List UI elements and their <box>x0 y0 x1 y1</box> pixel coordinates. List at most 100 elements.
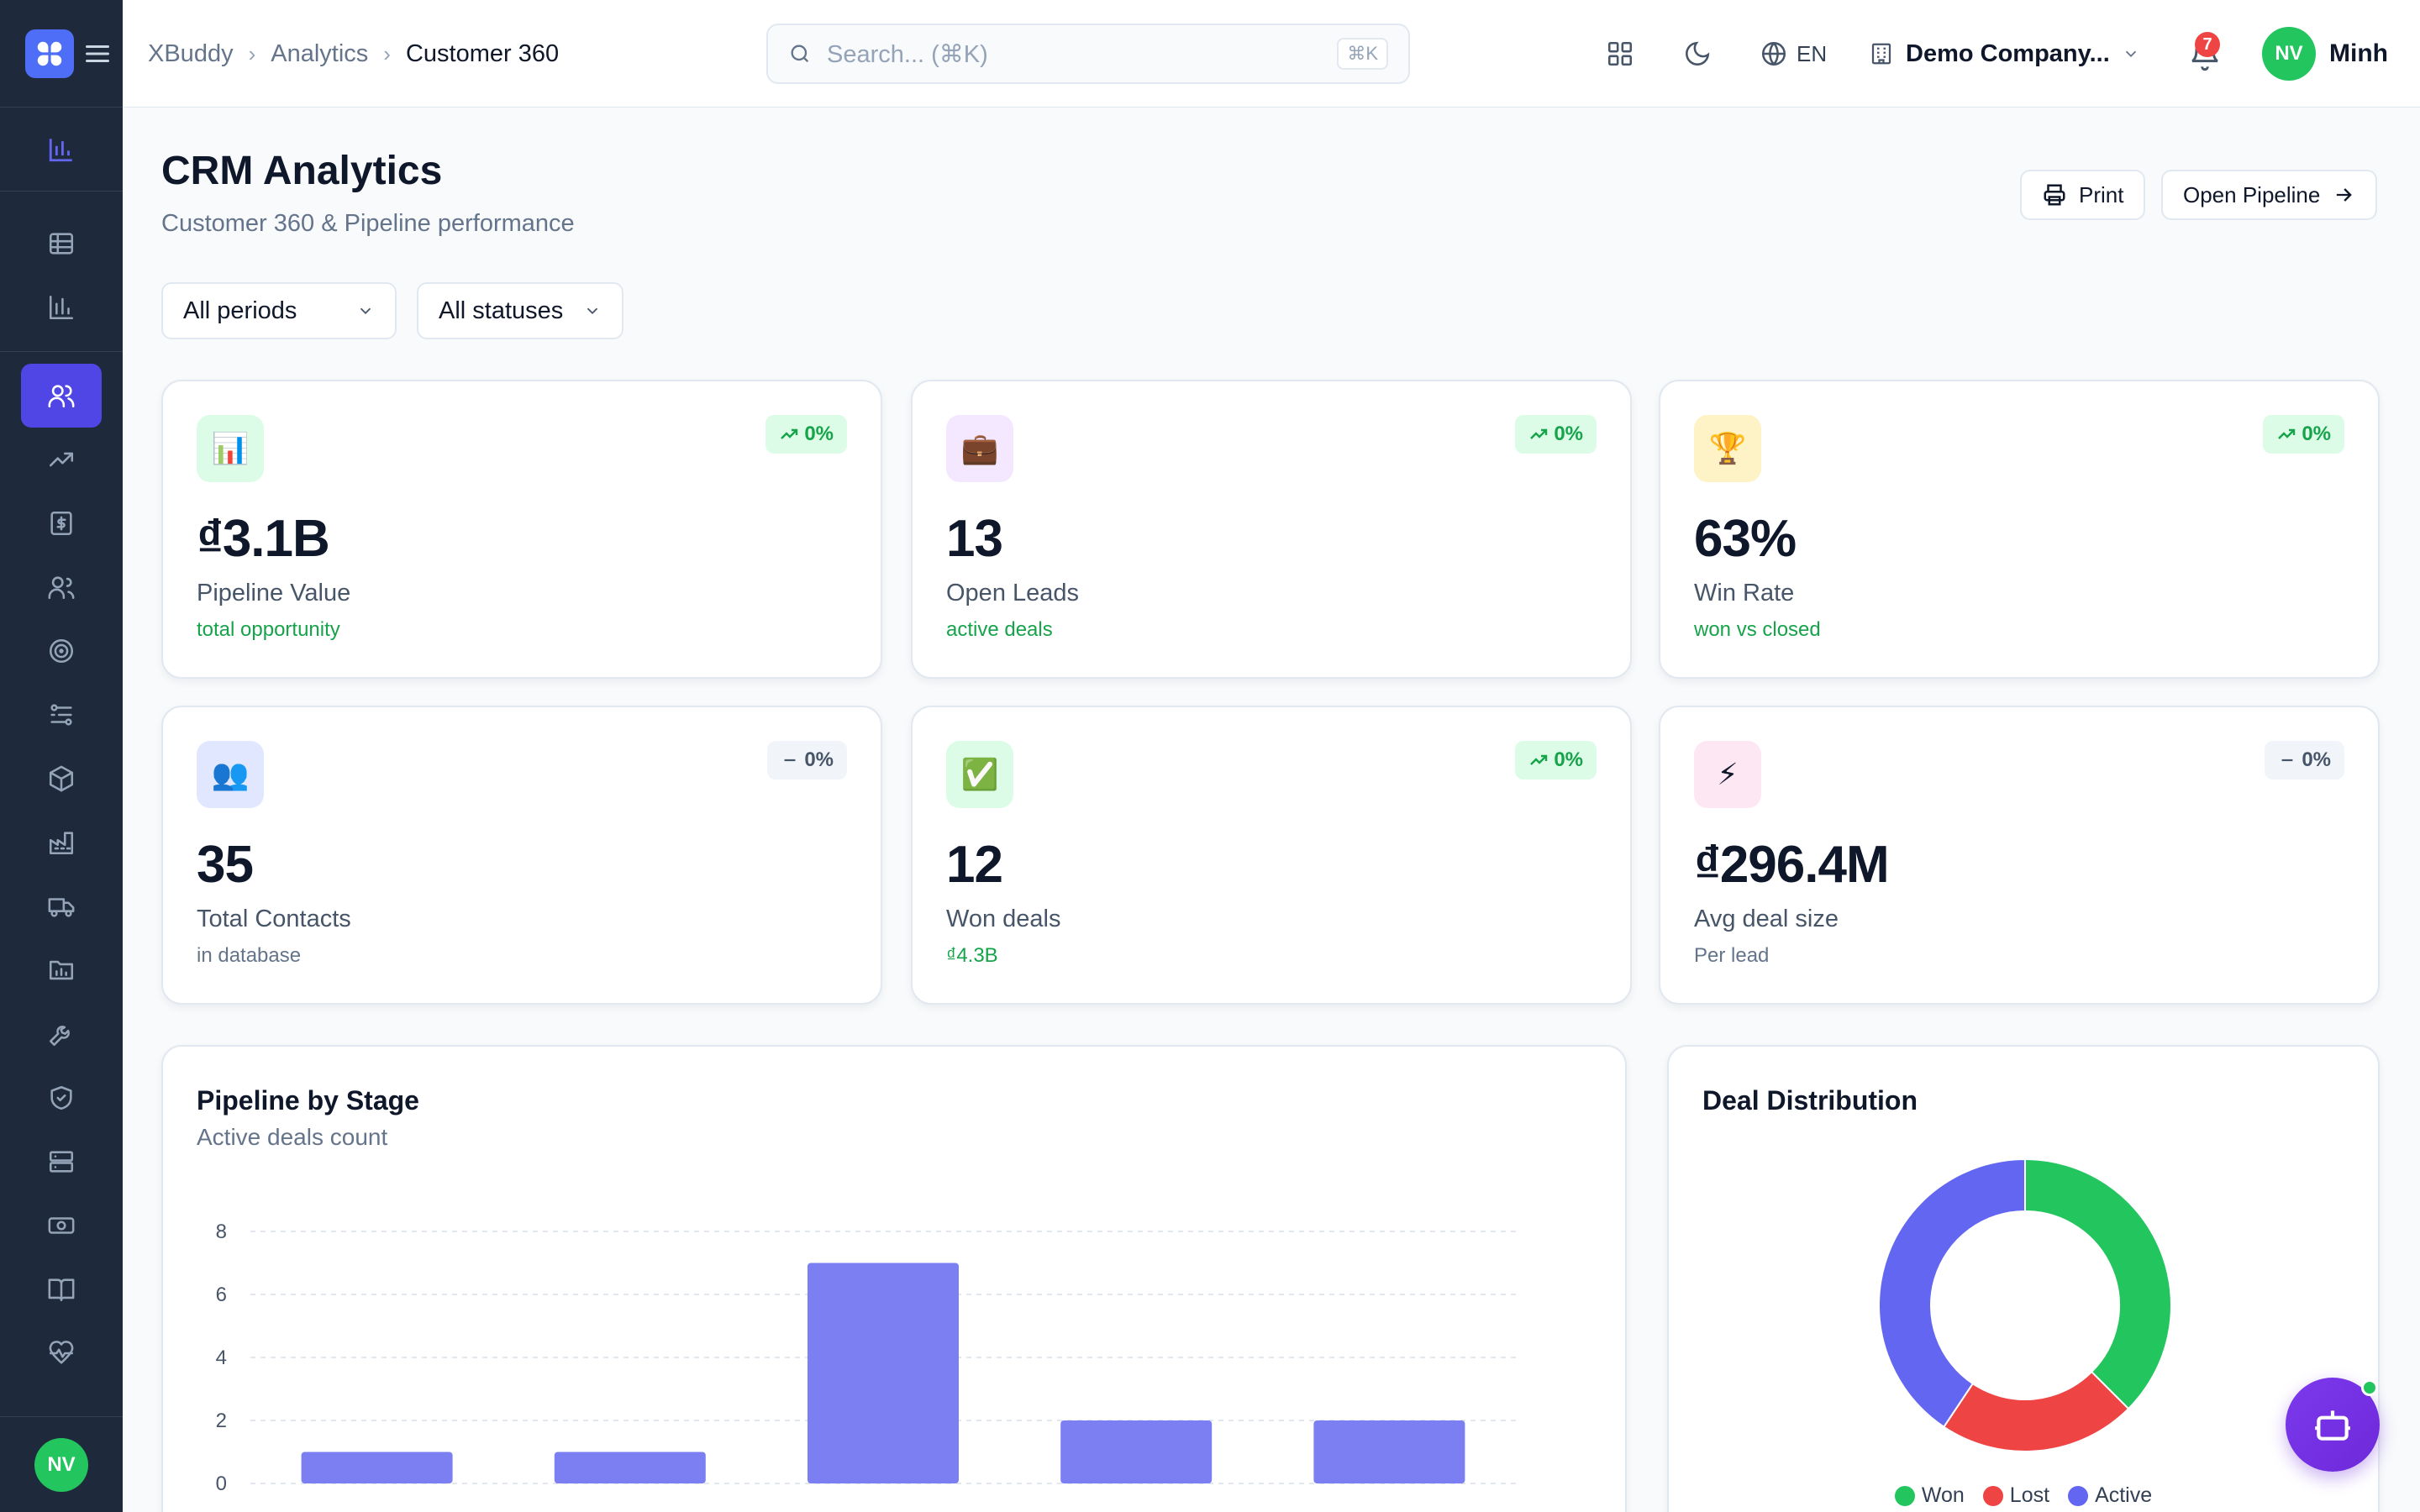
apps-grid-icon[interactable] <box>1600 34 1640 74</box>
sidebar-item-wrench[interactable] <box>0 1002 123 1066</box>
donut-slice-active[interactable] <box>1878 1158 2026 1429</box>
bar[interactable] <box>808 1263 959 1484</box>
bar[interactable] <box>1060 1420 1213 1483</box>
users-icon <box>48 385 75 408</box>
legend-item-lost[interactable]: Lost <box>1982 1483 2050 1508</box>
sidebar-item-invoice[interactable] <box>0 491 123 555</box>
bar[interactable] <box>301 1452 453 1484</box>
sidebar-item-workflow[interactable] <box>0 683 123 747</box>
kpi-card: ✅ 0% 12 Won deals ₫4.3B <box>911 706 1632 1005</box>
legend-swatch <box>1894 1485 1915 1506</box>
sidebar-item-package[interactable] <box>0 747 123 811</box>
truck-icon <box>48 898 75 917</box>
open-pipeline-button[interactable]: Open Pipeline <box>2161 170 2378 220</box>
pipeline-bar-chart: 0 2 4 6 8 <box>216 1221 1516 1495</box>
sidebar-item-trending-up[interactable] <box>0 428 123 491</box>
workflow-icon <box>50 704 72 726</box>
kpi-label: Avg deal size <box>1694 906 1839 932</box>
kpi-value: ₫296.4M <box>1694 836 1890 894</box>
breadcrumb-root[interactable]: XBuddy <box>148 39 234 67</box>
invoice-icon <box>50 511 72 536</box>
bar[interactable] <box>1313 1420 1465 1483</box>
sidebar: NV <box>0 0 123 1512</box>
folder-chart-icon <box>49 960 74 980</box>
sidebar-item-folder-chart[interactable] <box>0 938 123 1002</box>
language-switcher[interactable]: EN <box>1760 34 1827 74</box>
kpi-card: 💼 0% 13 Open Leads active deals <box>911 380 1632 679</box>
analytics-icon[interactable] <box>0 108 123 192</box>
sidebar-item-users[interactable] <box>0 364 123 428</box>
sidebar-item-server[interactable] <box>0 1130 123 1194</box>
bar[interactable] <box>554 1452 706 1484</box>
print-button[interactable]: Print <box>2020 170 2146 220</box>
app-logo[interactable] <box>25 29 74 78</box>
menu-icon[interactable] <box>86 42 109 66</box>
sidebar-item-target[interactable] <box>0 619 123 683</box>
kpi-note: won vs closed <box>1694 618 1821 641</box>
distribution-chart-title: Deal Distribution <box>1702 1085 1918 1116</box>
shield-icon <box>50 1085 72 1110</box>
company-selector[interactable]: Demo Company... <box>1869 34 2140 74</box>
search-input[interactable]: Search... (⌘K) ⌘K <box>766 24 1410 84</box>
user-menu[interactable]: NV Minh <box>2262 27 2388 81</box>
kpi-note: active deals <box>946 618 1053 641</box>
kpi-change: 0% <box>1554 748 1583 771</box>
legend-item-active[interactable]: Active <box>2068 1483 2152 1508</box>
pipeline-chart-subtitle: Active deals count <box>197 1124 388 1150</box>
search-placeholder: Search... (⌘K) <box>827 40 988 68</box>
period-select[interactable]: All periods <box>161 282 397 339</box>
trending-up-icon <box>1530 428 1548 439</box>
page-title: CRM Analytics <box>161 149 443 193</box>
printer-icon <box>2044 184 2065 206</box>
sidebar-item-factory[interactable] <box>0 811 123 874</box>
sidebar-item-table[interactable] <box>0 212 123 276</box>
sidebar-nav <box>0 212 123 1385</box>
sidebar-header <box>0 0 123 108</box>
deal-distribution-card: Deal Distribution Won Lost Active <box>1667 1045 2380 1512</box>
user-name: Minh <box>2329 39 2388 67</box>
sidebar-item-heart-pulse[interactable] <box>0 1321 123 1385</box>
language-label: EN <box>1797 40 1828 66</box>
sidebar-item-shield[interactable] <box>0 1066 123 1130</box>
kpi-icon: ⚡ <box>1694 741 1761 808</box>
kpi-note: Per lead <box>1694 944 1770 967</box>
legend-label: Lost <box>2009 1483 2050 1507</box>
sidebar-avatar[interactable]: NV <box>34 1437 88 1492</box>
moon-icon[interactable] <box>1677 34 1718 74</box>
sidebar-item-money[interactable] <box>0 1194 123 1257</box>
sidebar-item-truck[interactable] <box>0 874 123 938</box>
kpi-value: 35 <box>197 836 254 894</box>
chevron-down-icon <box>360 307 371 315</box>
chevron-down-icon <box>2125 50 2136 58</box>
legend-item-won[interactable]: Won <box>1894 1483 1965 1508</box>
sidebar-item-book[interactable] <box>0 1257 123 1321</box>
sidebar-divider <box>0 351 123 352</box>
heart-pulse-icon <box>49 1341 74 1364</box>
kpi-label: Total Contacts <box>197 906 351 932</box>
sidebar-item-contacts[interactable] <box>0 555 123 619</box>
kpi-icon: ✅ <box>946 741 1013 808</box>
kpi-label: Open Leads <box>946 580 1080 606</box>
breadcrumb-current: Customer 360 <box>405 39 560 67</box>
y-tick-label: 8 <box>216 1221 227 1243</box>
kpi-change-badge: 0% <box>1515 741 1597 780</box>
status-value: All statuses <box>439 297 564 324</box>
book-icon <box>48 1278 75 1302</box>
kpi-note: in database <box>197 944 302 967</box>
notification-badge: 7 <box>2195 32 2220 57</box>
sidebar-item-bar-chart[interactable] <box>0 276 123 339</box>
kpi-value: 13 <box>946 510 1003 568</box>
distribution-legend: Won Lost Active <box>1669 1483 2378 1508</box>
money-icon <box>48 1217 75 1234</box>
kpi-change: 0% <box>1554 423 1583 445</box>
status-select[interactable]: All statuses <box>417 282 623 339</box>
kpi-card: 👥 0% 35 Total Contacts in database <box>161 706 882 1005</box>
kpi-change-badge: 0% <box>1515 415 1597 454</box>
donut-slice-won[interactable] <box>2024 1158 2172 1410</box>
server-icon <box>49 1151 74 1173</box>
trending-up-icon <box>2278 428 2296 439</box>
breadcrumb-section[interactable]: Analytics <box>271 39 369 67</box>
minus-icon <box>2281 759 2293 762</box>
arrow-right-icon <box>2337 188 2353 202</box>
legend-swatch <box>1982 1485 2003 1506</box>
